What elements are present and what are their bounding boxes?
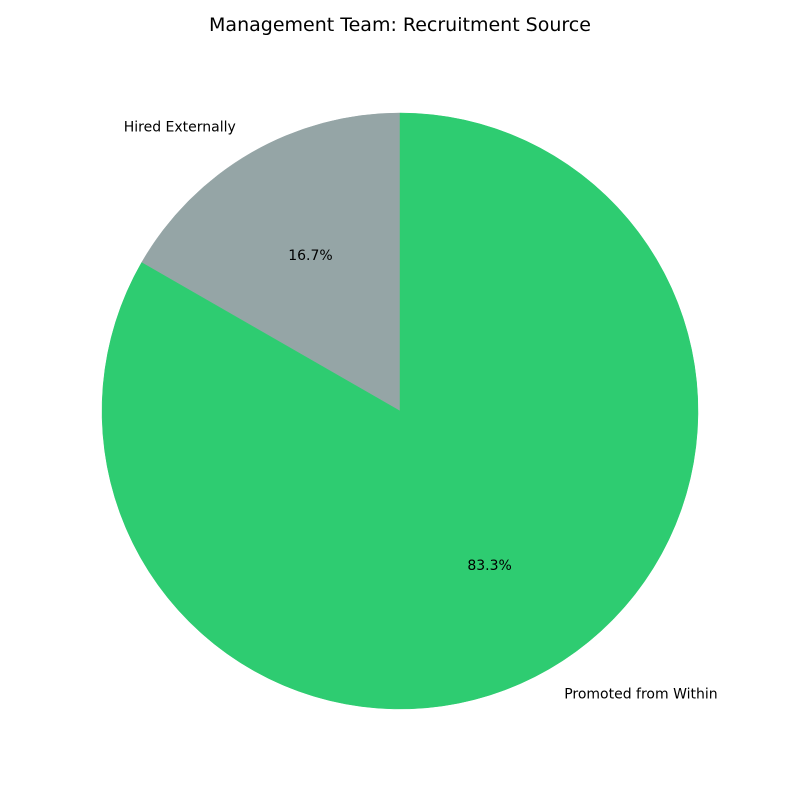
slice-label-hired-externally: Hired Externally bbox=[124, 119, 236, 135]
chart-title: Management Team: Recruitment Source bbox=[209, 14, 591, 36]
pie-slice-hired-externally bbox=[141, 112, 401, 412]
pct-label-promoted-from-within: 83.3% bbox=[467, 558, 511, 574]
slice-label-promoted-from-within: Promoted from Within bbox=[564, 687, 717, 703]
pie-labels: Hired Externally 16.7% Promoted from Withi… bbox=[124, 119, 718, 702]
pct-label-hired-externally: 16.7% bbox=[288, 248, 332, 264]
pie-slice-promoted-from-within bbox=[101, 112, 699, 710]
pie-slices bbox=[101, 112, 699, 710]
